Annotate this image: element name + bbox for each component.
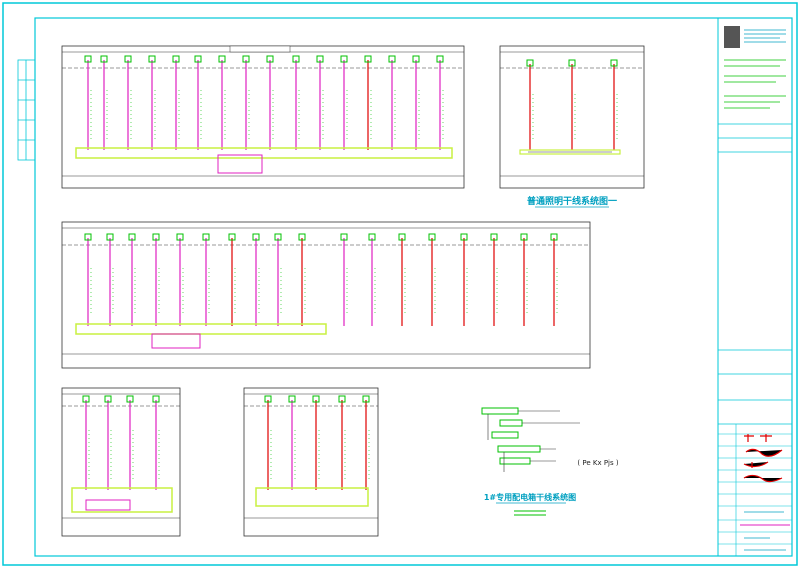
cols-a-riser-node <box>340 55 348 63</box>
cols-a-riser-node <box>172 55 180 63</box>
cols-c-riser-node <box>298 233 306 241</box>
cols-a-riser-node <box>388 55 396 63</box>
cols-e-riser-node <box>338 395 346 403</box>
cols-d-riser-node <box>82 395 90 403</box>
cols-a-riser-node <box>266 55 274 63</box>
cols-c-riser-node <box>460 233 468 241</box>
cols-d-riser-node <box>104 395 112 403</box>
panel-f-formula: ( Pe Kx Pjs ) <box>577 459 618 467</box>
cols-c-riser-node <box>398 233 406 241</box>
cols-e-riser-node <box>264 395 272 403</box>
company-logo <box>724 26 740 48</box>
panel-riser-d <box>61 387 181 537</box>
cols-c-riser-node <box>128 233 136 241</box>
sheet-inner-border <box>34 17 793 557</box>
cols-d-riser-node <box>126 395 134 403</box>
cols-b-riser-node <box>610 59 618 67</box>
cols-a-riser-node <box>124 55 132 63</box>
panel-riser-a <box>61 45 465 189</box>
title-block <box>717 17 793 557</box>
cols-b-riser-node <box>568 59 576 67</box>
cols-c-riser-node <box>520 233 528 241</box>
cols-c-riser-node <box>252 233 260 241</box>
cols-a-riser-node <box>100 55 108 63</box>
cols-c-riser-node <box>550 233 558 241</box>
cols-a-riser-node <box>84 55 92 63</box>
cols-a-riser-node <box>242 55 250 63</box>
cols-b-riser-node <box>526 59 534 67</box>
cols-a-riser-node <box>364 55 372 63</box>
panel-distribution-tree <box>481 407 580 472</box>
cols-a-riser-node <box>218 55 226 63</box>
binding-strip <box>17 59 36 161</box>
panel-riser-b <box>499 45 645 189</box>
cols-c-riser-node <box>428 233 436 241</box>
cols-c-riser-node <box>228 233 236 241</box>
cols-c-riser-node <box>106 233 114 241</box>
cols-e-riser-node <box>288 395 296 403</box>
cols-c-riser-node <box>368 233 376 241</box>
cols-c-riser-node <box>202 233 210 241</box>
panel-b-title: 普通照明干线系统图一 <box>527 195 617 207</box>
panel-riser-c <box>61 221 591 369</box>
cols-d-riser-node <box>152 395 160 403</box>
cols-a-riser-node <box>436 55 444 63</box>
cols-a-riser-node <box>412 55 420 63</box>
cols-c-riser-node <box>84 233 92 241</box>
cols-e-riser-node <box>312 395 320 403</box>
cols-c-riser-node <box>176 233 184 241</box>
cols-c-riser-node <box>340 233 348 241</box>
cols-c-riser-node <box>490 233 498 241</box>
cols-a-riser-node <box>194 55 202 63</box>
panel-riser-e <box>243 387 379 537</box>
panel-f-title: 1#专用配电箱干线系统图 <box>484 492 576 502</box>
panel-f-notes <box>514 510 546 516</box>
cols-e-riser-node <box>362 395 370 403</box>
cols-c-riser-node <box>152 233 160 241</box>
cols-a-riser-node <box>148 55 156 63</box>
cols-c-riser-node <box>274 233 282 241</box>
cols-a-riser-node <box>292 55 300 63</box>
cols-a-riser-node <box>316 55 324 63</box>
